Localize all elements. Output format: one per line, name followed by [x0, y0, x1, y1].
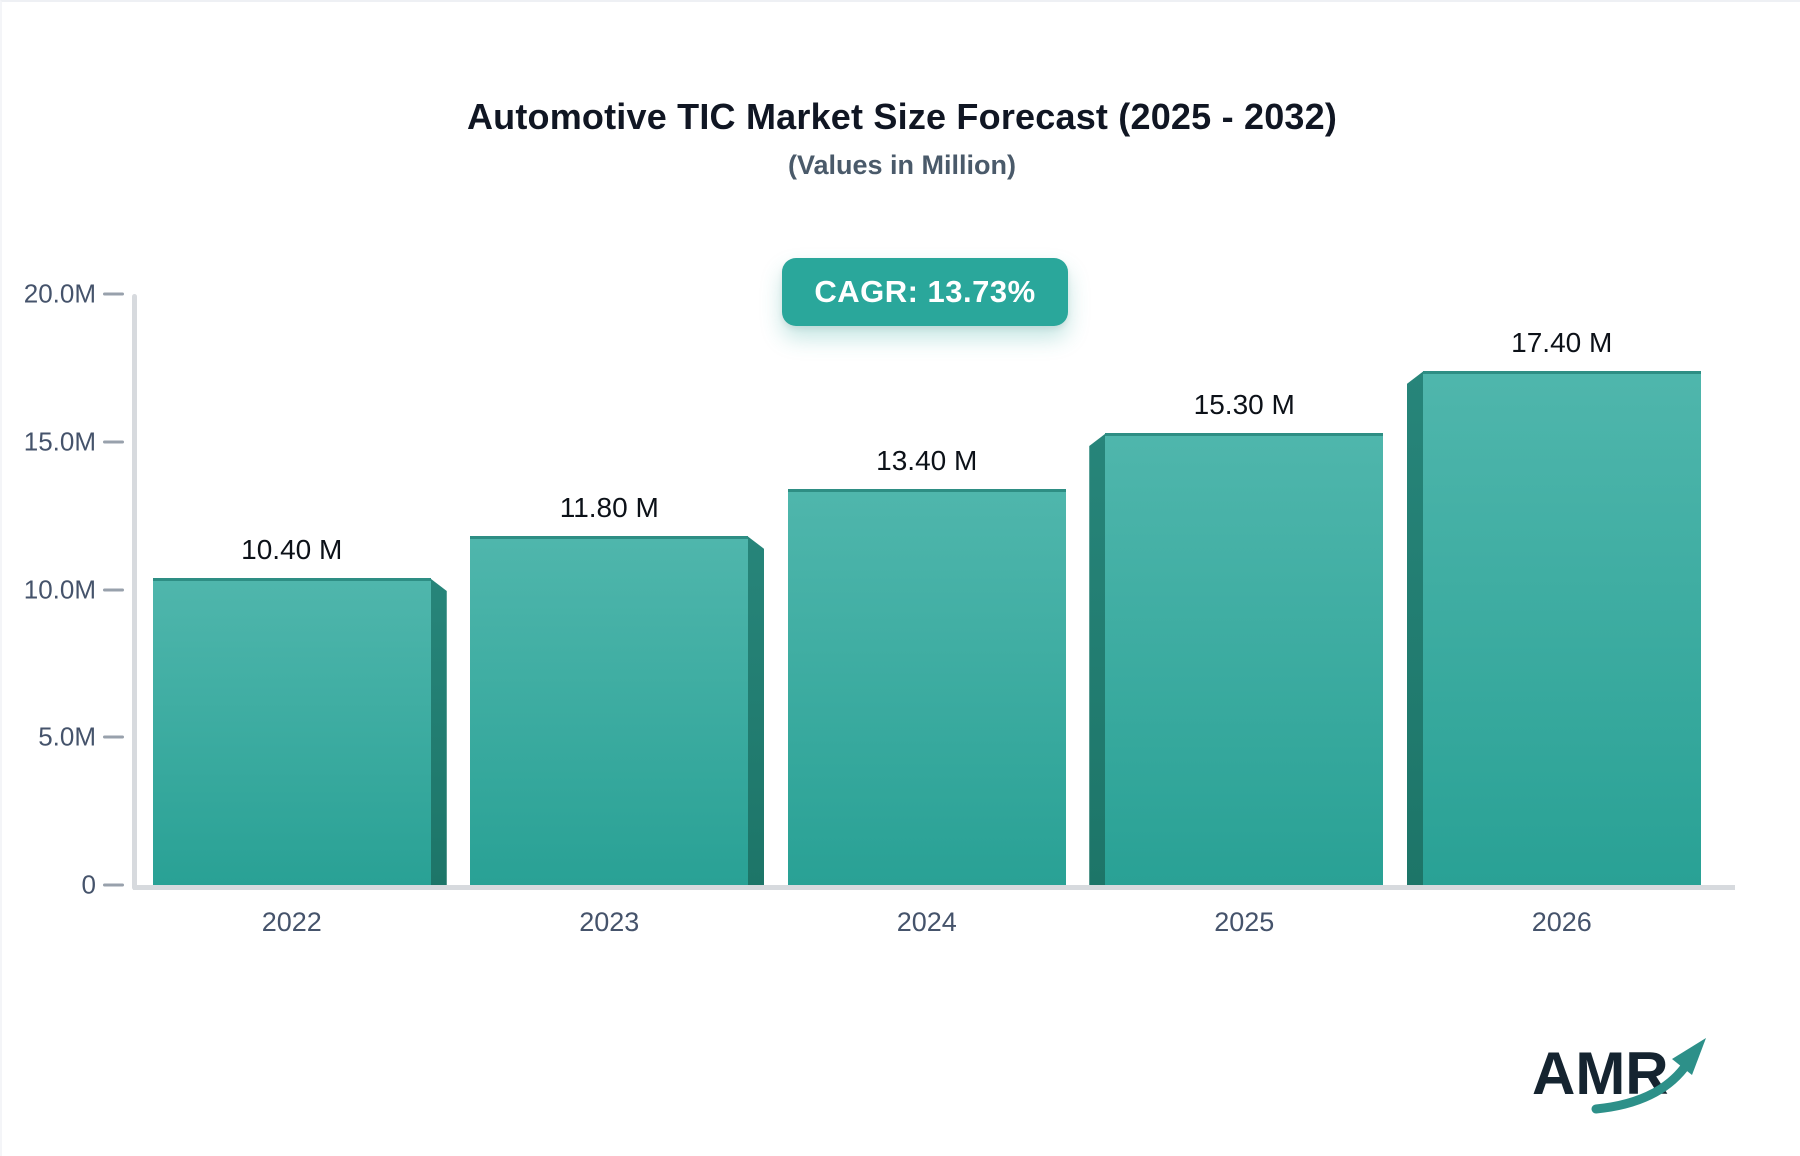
bar-group-2023: 11.80 M [451, 294, 769, 885]
y-tick-label: 0 [81, 869, 96, 900]
bar-side-3d [1089, 433, 1107, 885]
y-tick-label: 10.0M [23, 574, 96, 604]
bar-2022[interactable] [152, 578, 431, 885]
amr-logo: AMR [1532, 1038, 1706, 1114]
bar-value-label: 10.40 M [241, 534, 343, 565]
y-tick-mark [103, 735, 124, 739]
chart-subtitle: (Values in Million) [787, 150, 1017, 180]
bar-value-label: 17.40 M [1511, 327, 1613, 358]
y-tick-mark [103, 440, 124, 444]
y-tick-label: 20.0M [23, 278, 96, 309]
y-tick-label: 5.0M [38, 721, 96, 752]
bar-value-label: 11.80 M [559, 492, 659, 523]
bar-value-label: 13.40 M [876, 445, 978, 476]
bar-group-2024: 13.40 M [768, 294, 1086, 885]
x-axis-label-2026: 2026 [1531, 907, 1592, 937]
bar-side-3d [747, 536, 765, 885]
bar-2023[interactable] [470, 536, 749, 885]
cagr-badge: CAGR: 13.73% [782, 258, 1068, 326]
bar-side-3d [429, 578, 447, 885]
bar-group-2022: 10.40 M [133, 294, 451, 885]
bar-value-label: 15.30 M [1193, 389, 1295, 420]
y-tick-mark [103, 883, 124, 887]
x-axis-label-2024: 2024 [896, 907, 957, 937]
y-tick-label: 15.0M [23, 426, 96, 457]
logo-arrowhead-icon [1672, 1038, 1706, 1075]
chart-title: Automotive TIC Market Size Forecast (202… [466, 96, 1338, 137]
bar-side-3d [1406, 371, 1424, 885]
x-axis-label-2022: 2022 [261, 907, 322, 937]
y-tick-mark [103, 292, 124, 296]
bar-2025[interactable] [1105, 433, 1384, 885]
x-axis-label-2023: 2023 [579, 907, 640, 937]
y-axis-line [132, 294, 137, 890]
x-axis-label-2025: 2025 [1214, 907, 1275, 937]
y-tick-mark [103, 588, 124, 591]
bar-2024[interactable] [787, 489, 1066, 885]
bar-group-2026: 17.40 M [1403, 294, 1721, 885]
bar-group-2025: 15.30 M [1086, 294, 1404, 885]
plot-area: 10.40 M 11.80 M 13.40 M 15.30 M 17.40 M [133, 294, 1735, 885]
logo-arrow-icon [1591, 1063, 1689, 1114]
x-axis-baseline [133, 885, 1735, 890]
bar-2026[interactable] [1422, 371, 1701, 885]
